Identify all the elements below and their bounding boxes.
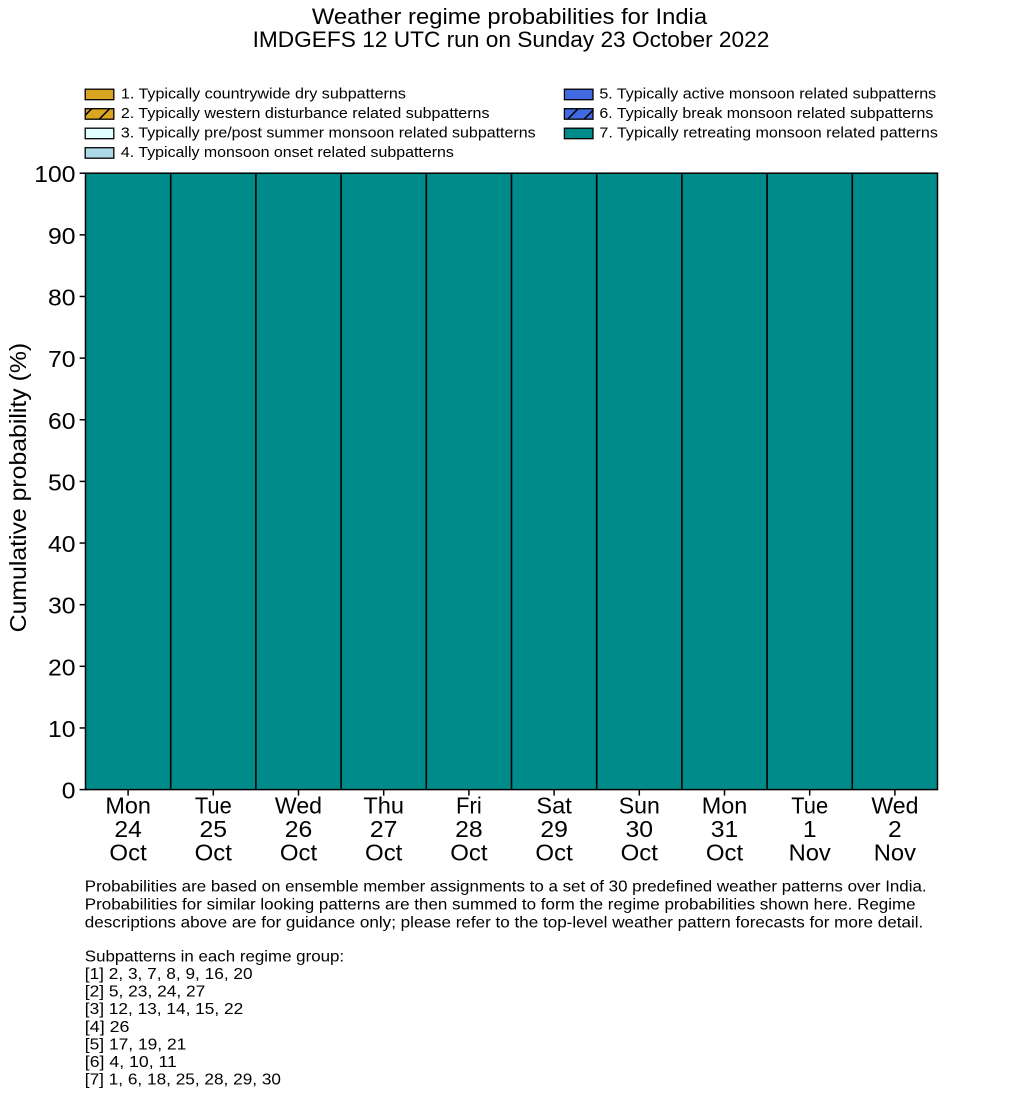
svg-text:5. Typically active monsoon re: 5. Typically active monsoon related subp… — [599, 87, 936, 103]
svg-text:Oct: Oct — [450, 839, 488, 865]
svg-text:[3] 12, 13, 14, 15, 22: [3] 12, 13, 14, 15, 22 — [85, 1001, 243, 1018]
svg-text:90: 90 — [48, 223, 76, 249]
svg-text:Sat: Sat — [536, 792, 572, 818]
svg-text:50: 50 — [48, 469, 76, 495]
svg-text:20: 20 — [48, 654, 76, 680]
svg-text:Nov: Nov — [874, 839, 917, 865]
svg-text:Subpatterns in each regime gro: Subpatterns in each regime group: — [85, 948, 344, 965]
svg-text:[5] 17, 19, 21: [5] 17, 19, 21 — [85, 1036, 187, 1053]
svg-text:70: 70 — [48, 346, 76, 372]
svg-text:31: 31 — [711, 816, 739, 842]
svg-text:7. Typically retreating monsoo: 7. Typically retreating monsoon related … — [599, 126, 938, 142]
svg-text:[1] 2, 3, 7, 8, 9, 16, 20: [1] 2, 3, 7, 8, 9, 16, 20 — [85, 966, 253, 983]
svg-text:40: 40 — [48, 531, 76, 557]
svg-text:Tue: Tue — [791, 792, 828, 818]
svg-text:26: 26 — [285, 816, 313, 842]
svg-text:Oct: Oct — [109, 839, 147, 865]
svg-text:Cumulative probability (%): Cumulative probability (%) — [5, 343, 31, 633]
svg-text:10: 10 — [48, 716, 76, 742]
svg-text:Oct: Oct — [195, 839, 233, 865]
svg-text:27: 27 — [370, 816, 398, 842]
svg-text:[2] 5, 23, 24, 27: [2] 5, 23, 24, 27 — [85, 984, 206, 1001]
svg-text:Tue: Tue — [195, 792, 232, 818]
svg-text:60: 60 — [48, 408, 76, 434]
svg-text:6. Typically break monsoon rel: 6. Typically break monsoon related subpa… — [599, 106, 933, 122]
svg-text:Probabilities for similar look: Probabilities for similar looking patter… — [85, 896, 916, 913]
svg-text:30: 30 — [48, 593, 76, 619]
svg-text:Thu: Thu — [363, 792, 404, 818]
svg-text:Sun: Sun — [619, 792, 660, 818]
svg-text:IMDGEFS 12 UTC run on Sunday 2: IMDGEFS 12 UTC run on Sunday 23 October … — [253, 27, 770, 52]
svg-text:Oct: Oct — [280, 839, 318, 865]
svg-text:Oct: Oct — [706, 839, 744, 865]
svg-text:Fri: Fri — [456, 792, 482, 818]
svg-text:2: 2 — [888, 816, 902, 842]
svg-text:descriptions above are for gui: descriptions above are for guidance only… — [85, 914, 924, 931]
svg-text:4. Typically monsoon onset rel: 4. Typically monsoon onset related subpa… — [121, 145, 454, 161]
svg-text:Oct: Oct — [535, 839, 573, 865]
svg-text:Weather regime probabilities f: Weather regime probabilities for India — [312, 4, 708, 29]
svg-text:[4] 26: [4] 26 — [85, 1019, 130, 1036]
svg-text:Mon: Mon — [702, 792, 748, 818]
svg-text:80: 80 — [48, 285, 76, 311]
svg-text:3. Typically pre/post summer m: 3. Typically pre/post summer monsoon rel… — [121, 126, 536, 142]
svg-text:Oct: Oct — [621, 839, 659, 865]
svg-text:28: 28 — [455, 816, 483, 842]
svg-text:25: 25 — [200, 816, 228, 842]
svg-text:[7] 1, 6, 18, 25, 28, 29, 30: [7] 1, 6, 18, 25, 28, 29, 30 — [85, 1072, 281, 1089]
svg-text:Wed: Wed — [275, 792, 322, 818]
svg-text:30: 30 — [626, 816, 654, 842]
svg-text:2. Typically western disturban: 2. Typically western disturbance related… — [121, 106, 490, 122]
svg-text:1. Typically countrywide dry s: 1. Typically countrywide dry subpatterns — [121, 87, 406, 103]
svg-text:[6] 4, 10, 11: [6] 4, 10, 11 — [85, 1054, 177, 1071]
svg-text:29: 29 — [540, 816, 568, 842]
svg-text:Mon: Mon — [105, 792, 151, 818]
svg-text:100: 100 — [34, 161, 75, 187]
svg-text:24: 24 — [114, 816, 142, 842]
svg-text:Oct: Oct — [365, 839, 403, 865]
svg-text:1: 1 — [803, 816, 817, 842]
svg-text:Probabilities are based on ens: Probabilities are based on ensemble memb… — [85, 878, 927, 895]
svg-text:Wed: Wed — [871, 792, 918, 818]
svg-text:Nov: Nov — [789, 839, 832, 865]
svg-text:0: 0 — [62, 778, 76, 804]
